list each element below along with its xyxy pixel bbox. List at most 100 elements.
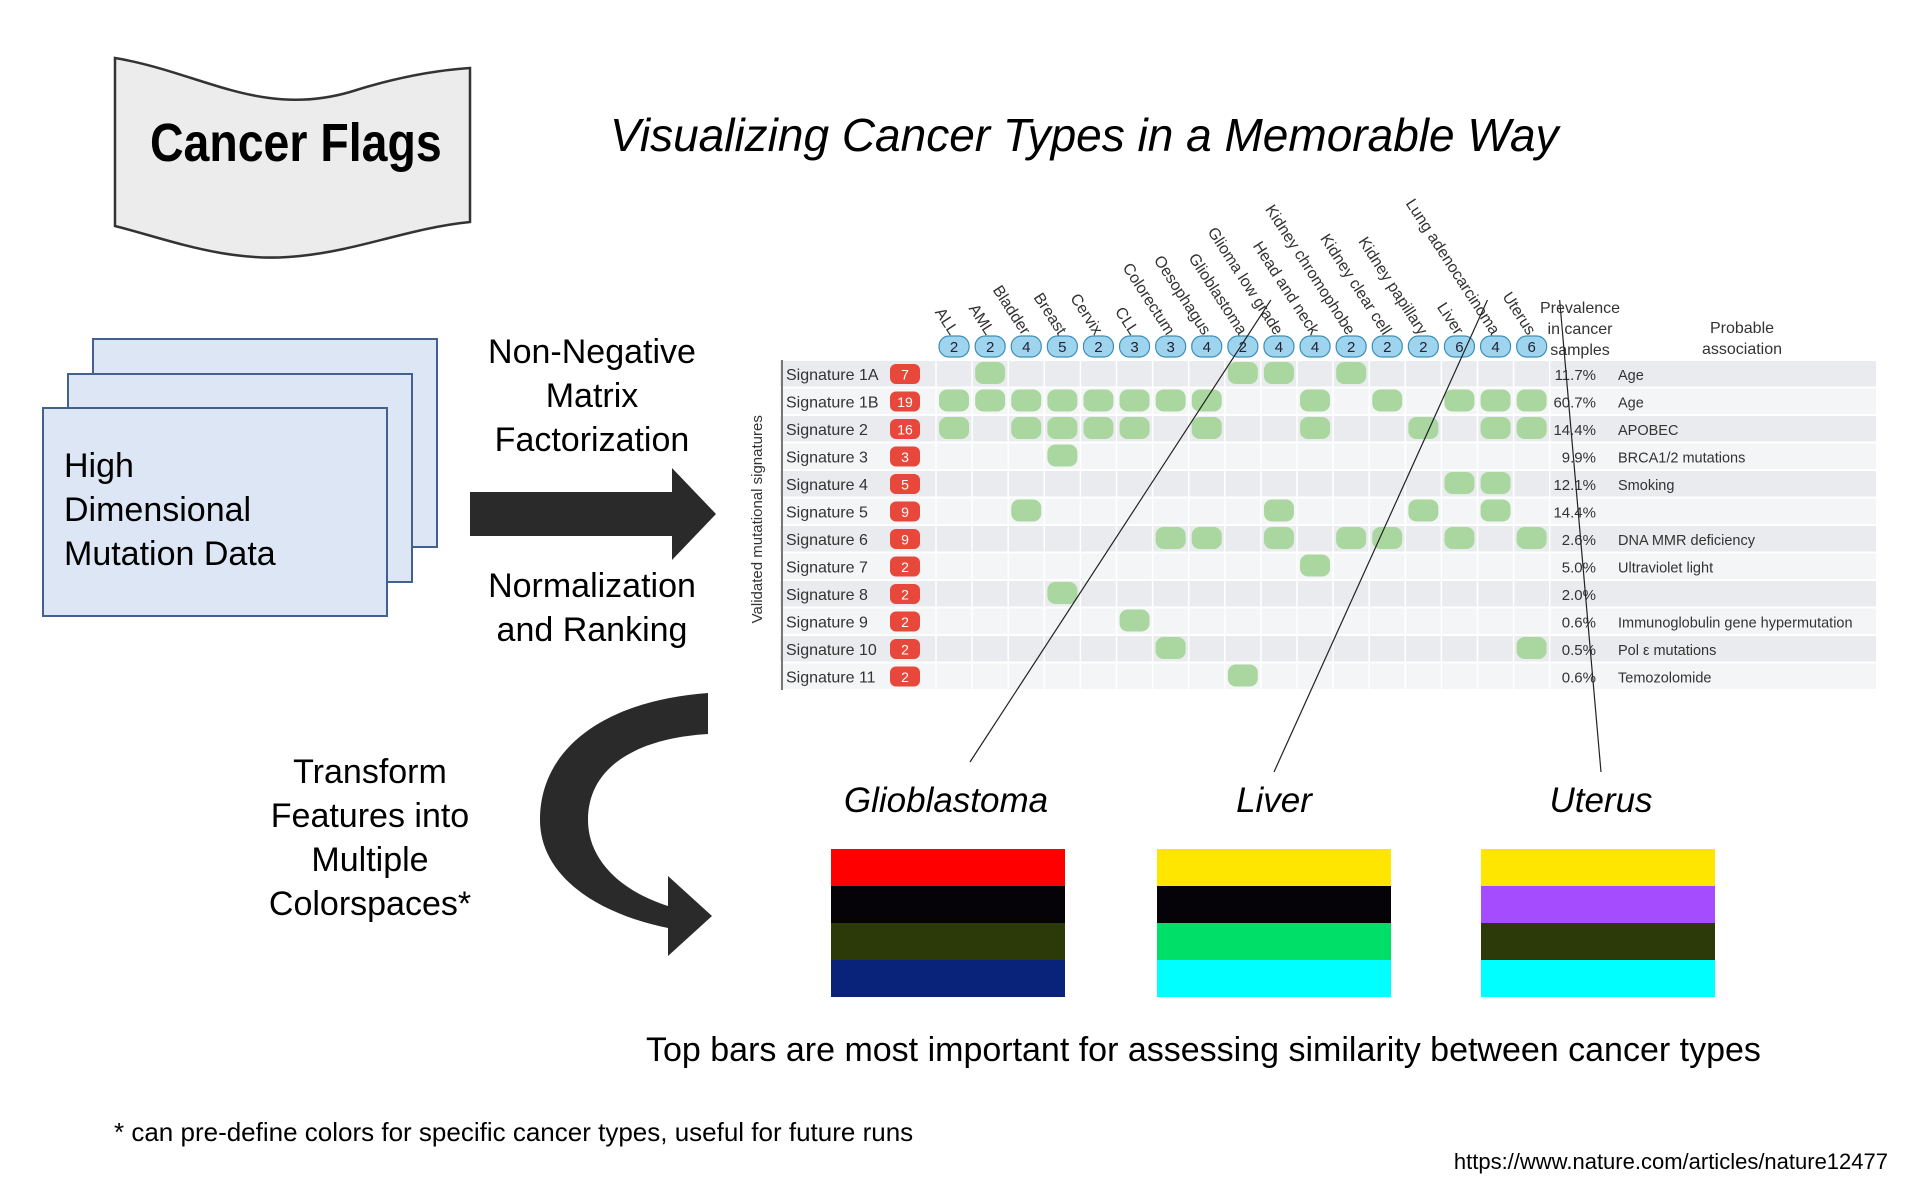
column-count-badge	[1155, 335, 1187, 358]
column-count: 2	[1239, 339, 1247, 356]
column-count: 3	[1130, 339, 1138, 356]
signature-count-badge	[890, 446, 920, 467]
prevalence-value: 14.4%	[1553, 505, 1596, 522]
flag-name: Glioblastoma	[843, 781, 1049, 820]
signature-cell	[1119, 417, 1150, 439]
signature-count-badge	[890, 391, 920, 412]
flag-stripe	[831, 886, 1065, 923]
signature-name: Signature 8	[786, 587, 868, 604]
bottom-note: Top bars are most important for assessin…	[646, 1031, 1761, 1069]
flag-stripe	[1481, 960, 1715, 997]
signature-cell	[1516, 527, 1547, 549]
signature-count-badge	[890, 556, 920, 577]
signature-cell	[1119, 609, 1150, 632]
flag-stripe	[1481, 849, 1715, 886]
matrix-column-label: Uterus	[1499, 289, 1539, 338]
prevalence-value: 9.9%	[1562, 450, 1596, 467]
column-count: 5	[1058, 339, 1066, 356]
signature-name: Signature 7	[786, 560, 868, 577]
matrix-column-label: Breast	[1030, 290, 1070, 339]
matrix-column-label: Liver	[1433, 300, 1467, 339]
signature-cell	[1263, 499, 1294, 522]
signature-cell	[939, 389, 970, 412]
signature-count: 2	[901, 614, 909, 630]
flag-stripe	[831, 849, 1065, 886]
prevalence-value: 2.6%	[1562, 532, 1596, 549]
flag-stripe	[1481, 886, 1715, 923]
prevalence-header: in cancer	[1548, 321, 1614, 338]
flag-name: Uterus	[1549, 781, 1653, 820]
association-value: BRCA1/2 mutations	[1618, 451, 1745, 467]
column-count: 2	[1419, 339, 1427, 356]
signature-count: 2	[901, 669, 909, 685]
signature-name: Signature 1A	[786, 367, 879, 384]
signature-count: 19	[897, 394, 913, 410]
matrix-row-bg	[780, 526, 1876, 552]
prevalence-value: 5.0%	[1562, 560, 1596, 577]
signature-cell	[1191, 389, 1222, 412]
column-count-badge	[1227, 335, 1259, 358]
signature-cell	[1047, 444, 1078, 467]
column-count: 4	[1491, 339, 1499, 356]
signature-count: 2	[901, 587, 909, 603]
pointer-line	[969, 299, 1272, 763]
association-value: Age	[1618, 396, 1644, 412]
column-count: 4	[1311, 339, 1319, 356]
signature-cell	[1083, 389, 1114, 412]
association-value: Age	[1618, 368, 1644, 384]
signature-cell	[1408, 417, 1439, 439]
signature-count-badge	[890, 364, 920, 384]
column-count: 2	[1094, 339, 1102, 356]
column-count-badge	[1263, 335, 1295, 358]
association-header: Probable	[1710, 320, 1774, 337]
flag-title: Cancer Flags	[150, 113, 442, 173]
step-normalization-label: Normalization and Ranking	[488, 567, 696, 649]
column-count-badge	[1010, 335, 1042, 358]
signature-name: Signature 5	[786, 505, 868, 522]
signature-name: Signature 1B	[786, 395, 879, 412]
column-count: 2	[1383, 339, 1391, 356]
matrix-ylabel: Validated mutational signatures	[749, 415, 766, 623]
column-count: 6	[1455, 339, 1463, 356]
signature-name: Signature 4	[786, 477, 868, 494]
column-count: 4	[1203, 339, 1211, 356]
column-count-badge	[1443, 335, 1476, 358]
flag-name: Liver	[1236, 781, 1312, 820]
signature-cell	[1155, 527, 1186, 549]
signature-cell	[1444, 472, 1475, 494]
signature-cell	[1336, 362, 1367, 384]
flag-stripe	[1157, 886, 1391, 923]
signature-count-badge	[890, 639, 920, 659]
signature-cell	[1480, 472, 1511, 494]
signature-count: 7	[901, 367, 909, 383]
flag-stripe	[831, 923, 1065, 960]
signature-cell	[975, 362, 1006, 384]
signature-name: Signature 11	[786, 670, 876, 687]
signature-cell	[1480, 499, 1511, 522]
signature-cell	[939, 417, 970, 439]
column-count-badge	[1118, 335, 1151, 358]
matrix-row-bg	[780, 608, 1876, 634]
association-value: Pol ε mutations	[1618, 643, 1716, 659]
signature-cell	[1444, 527, 1475, 549]
input-card-text: High Dimensional Mutation Data	[64, 447, 276, 573]
association-value: Ultraviolet light	[1618, 561, 1713, 577]
signature-cell	[1336, 527, 1367, 549]
flag-stripe	[1157, 960, 1391, 997]
column-count-badge	[1407, 335, 1439, 358]
signature-cell	[1191, 527, 1222, 549]
matrix-column-label: CLL	[1111, 304, 1141, 338]
signature-cell	[1011, 417, 1042, 439]
association-header: association	[1702, 341, 1782, 358]
prevalence-value: 0.5%	[1562, 642, 1596, 659]
signature-count: 2	[901, 559, 909, 575]
signature-cell	[1300, 417, 1331, 439]
matrix-column-label: Bladder	[989, 283, 1034, 339]
signature-cell	[1155, 637, 1186, 659]
column-count-badge	[1516, 335, 1548, 358]
signature-cell	[1155, 389, 1186, 412]
signature-cell	[1480, 389, 1511, 412]
signature-count-badge	[890, 474, 920, 494]
signature-count: 16	[897, 422, 913, 438]
